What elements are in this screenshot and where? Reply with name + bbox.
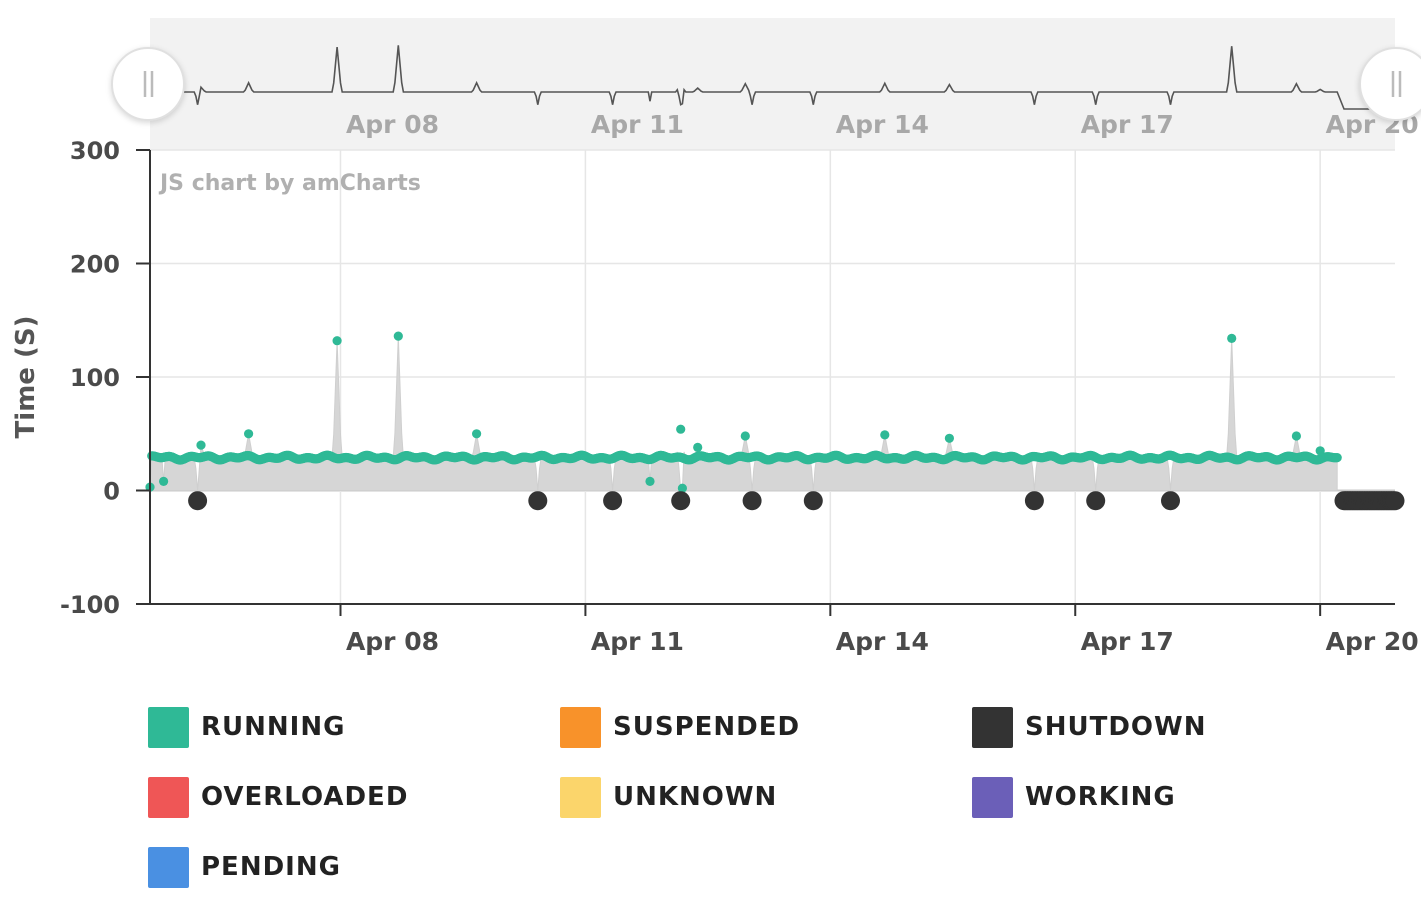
running-area-fill [149,336,1338,492]
series-running-band [147,450,1342,465]
running-point[interactable] [677,483,688,493]
running-point[interactable] [1291,431,1301,441]
chart-legend: RUNNING SUSPENDED SHUTDOWN OVERLOADED UNKNOW… [148,706,1398,896]
shutdown-point[interactable] [603,491,623,511]
legend-item-working[interactable]: WORKING [972,776,1176,818]
navigator-tick-label: Apr 17 [1081,110,1174,139]
running-point[interactable] [740,431,750,441]
running-point[interactable] [332,336,342,346]
running-point[interactable] [645,476,655,486]
legend-item-unknown[interactable]: UNKNOWN [560,776,777,818]
shutdown-point[interactable] [1161,491,1180,511]
running-point[interactable] [693,442,703,452]
legend-item-overloaded[interactable]: OVERLOADED [148,776,408,818]
legend-swatch [148,706,189,748]
navigator-handle-right[interactable] [1359,47,1421,121]
shutdown-point[interactable] [188,491,208,511]
x-tick-label: Apr 17 [1081,627,1174,656]
running-point[interactable] [1315,446,1325,456]
running-point[interactable] [196,440,206,450]
y-tick-label: 100 [70,364,120,392]
navigator-tick-label: Apr 14 [836,110,929,139]
series-shutdown-points[interactable] [188,491,1405,511]
legend-label: SHUTDOWN [1025,712,1207,742]
running-point[interactable] [880,430,890,440]
legend-swatch [148,846,189,888]
legend-swatch [148,776,189,818]
y-tick-label: 0 [103,478,120,506]
legend-item-pending[interactable]: PENDING [148,846,341,888]
y-tick-label: -100 [60,591,120,619]
navigator-line [149,45,1395,110]
y-tick-label: 300 [70,137,120,165]
legend-label: RUNNING [201,712,346,742]
navigator-tick-label: Apr 11 [591,110,684,139]
shutdown-point[interactable] [671,491,691,511]
legend-label: UNKNOWN [613,782,778,812]
navigator-background[interactable] [150,18,1395,150]
plot-area: 300 200 100 0 -100 Apr 08 Apr 11 Apr 14 Apr 17 A… [60,137,1419,656]
running-point[interactable] [244,429,254,439]
legend-swatch [972,706,1013,748]
x-tick-label: Apr 14 [836,627,929,656]
running-point[interactable] [1227,333,1237,343]
shutdown-point[interactable] [1385,491,1405,511]
running-point[interactable] [159,476,169,486]
legend-swatch [560,776,601,818]
navigator-scrollbar[interactable]: Apr 08 Apr 11 Apr 14 Apr 17 Apr 20 [111,18,1421,150]
navigator-tick-label: Apr 08 [346,110,439,139]
x-tick-label: Apr 20 [1326,627,1419,656]
shutdown-point[interactable] [803,491,823,511]
legend-label: OVERLOADED [201,782,409,812]
navigator-handle-left[interactable] [111,47,185,121]
legend-item-shutdown[interactable]: SHUTDOWN [972,706,1206,748]
legend-item-suspended[interactable]: SUSPENDED [560,706,800,748]
y-axis-title: Time (S) [11,316,41,439]
legend-swatch [972,776,1013,818]
legend-item-running[interactable]: RUNNING [148,706,345,748]
x-tick-label: Apr 11 [591,627,684,656]
x-tick-label: Apr 08 [346,627,439,656]
shutdown-point[interactable] [528,491,548,511]
running-point[interactable] [676,424,686,434]
legend-swatch [560,706,601,748]
legend-label: PENDING [201,852,341,882]
shutdown-point[interactable] [742,491,762,511]
running-point[interactable] [393,331,403,341]
running-point[interactable] [944,433,955,443]
running-band-point [1332,453,1342,463]
shutdown-point[interactable] [1086,491,1106,511]
y-tick-label: 200 [70,251,120,279]
shutdown-point[interactable] [1024,491,1044,511]
legend-label: SUSPENDED [613,712,801,742]
running-point[interactable] [472,429,482,439]
chart-credit[interactable]: JS chart by amCharts [158,171,421,196]
legend-label: WORKING [1025,782,1176,812]
